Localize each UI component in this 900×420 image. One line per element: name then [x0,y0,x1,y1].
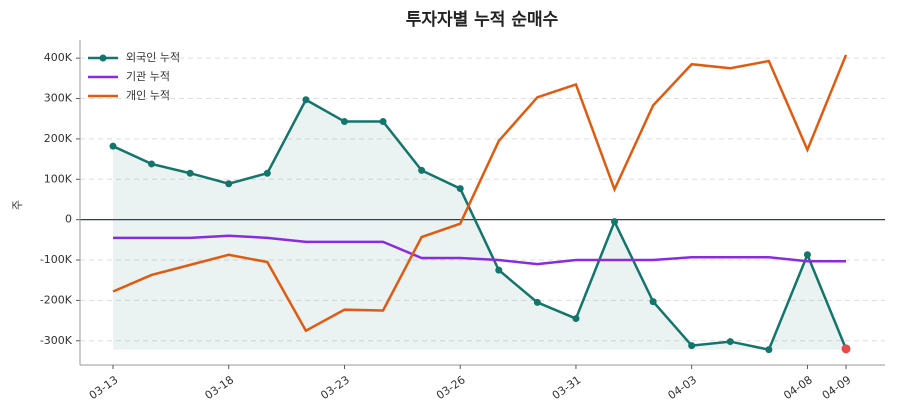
legend-marker [99,54,107,62]
y-tick-label: 300K [44,92,73,105]
series-line [112,98,848,352]
x-tick-label: 03-23 [318,373,352,402]
marker [148,160,156,168]
marker [418,166,426,174]
x-tick-label: 03-31 [550,373,584,402]
marker [456,185,464,193]
x-tick-label: 04-03 [665,373,699,402]
marker [688,342,696,350]
marker [572,315,580,323]
y-tick-label: 200K [44,132,73,145]
y-axis-label: 주 [11,200,24,210]
marker [340,118,348,126]
marker [765,346,773,354]
marker [803,251,811,259]
y-tick-label: 100K [44,172,73,185]
marker [611,218,619,226]
marker [225,180,233,188]
marker [649,298,657,306]
marker [302,96,310,104]
x-tick-label: 04-09 [820,373,854,402]
x-tick-label: 04-08 [781,373,815,402]
y-tick-label: -200K [40,293,73,306]
marker [186,169,194,177]
x-tick-label: 03-26 [434,373,468,402]
area-fill [113,99,846,350]
marker [533,298,541,306]
y-tick-label: 400K [44,51,73,64]
y-tick-label: 0 [65,213,72,226]
marker [263,169,271,177]
marker [109,142,117,150]
legend-label: 기관 누적 [126,70,170,83]
series-line [113,234,846,266]
highlight-marker [841,344,851,354]
marker [379,118,387,126]
series-line [112,54,848,333]
marker [726,338,734,346]
y-tick-label: -300K [40,334,73,347]
legend-label: 개인 누적 [126,89,170,102]
x-tick-label: 03-13 [87,373,121,402]
y-tick-label: -100K [40,253,73,266]
legend-label: 외국인 누적 [126,51,180,64]
marker [495,266,503,274]
x-tick-label: 03-18 [203,373,237,402]
chart-title: 투자자별 누적 순매수 [406,10,559,30]
